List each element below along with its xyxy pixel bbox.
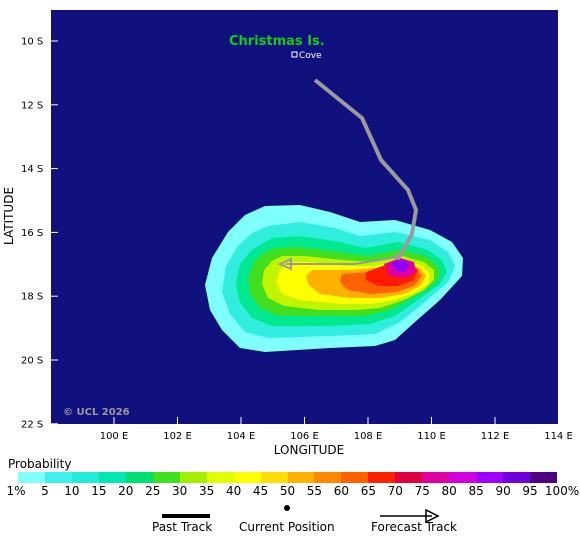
legend-tick-label: 35 xyxy=(199,484,215,498)
legend-tick-label: 30 xyxy=(172,484,188,498)
legend-color-swatch xyxy=(287,472,315,483)
copyright-label: © UCL 2026 xyxy=(63,407,130,418)
legend-past-track-label: Past Track xyxy=(152,520,213,534)
legend-tick-label: 5 xyxy=(41,484,49,498)
legend-color-swatch xyxy=(314,472,342,483)
lat-tick-label: 22 S xyxy=(21,419,43,430)
swath-band-11 xyxy=(392,260,410,272)
legend-color-swatch xyxy=(71,472,99,483)
legend-color-swatch xyxy=(152,472,180,483)
legend-tick-label: 65 xyxy=(360,484,376,498)
x-axis-title: LONGITUDE xyxy=(274,443,344,457)
lat-tick-label: 16 S xyxy=(21,228,43,239)
legend-color-swatch xyxy=(449,472,477,483)
legend-color-swatch xyxy=(206,472,234,483)
legend-tick-label: 100% xyxy=(544,484,580,498)
lon-tick-label: 100 E xyxy=(100,431,129,442)
probability-swath xyxy=(205,205,463,352)
past-track-line xyxy=(313,78,418,257)
legend-tick-label: 80 xyxy=(441,484,457,498)
town-marker-icon xyxy=(291,51,298,58)
legend-color-swatch xyxy=(260,472,288,483)
forecast-track-line xyxy=(286,256,399,265)
legend-title: Probability xyxy=(8,457,72,471)
lat-tick-label: 20 S xyxy=(21,356,43,367)
legend-tick-label: 60 xyxy=(333,484,350,498)
legend-color-bar xyxy=(18,472,558,483)
lon-tick-label: 114 E xyxy=(544,431,573,442)
legend-color-swatch xyxy=(476,472,504,483)
legend-tick-label: 90 xyxy=(495,484,511,498)
legend-color-swatch xyxy=(341,472,369,483)
forecast-arrowhead xyxy=(277,257,292,271)
x-axis: 100 E 102 E 104 E 106 E 108 E 110 E 112 E 114 E… xyxy=(100,417,573,457)
legend-tick-label: 40 xyxy=(225,484,242,498)
legend-color-swatch xyxy=(44,472,72,483)
legend-color-swatch xyxy=(98,472,126,483)
legend-current-position-label: Current Position xyxy=(239,520,335,534)
legend-forecast-track-label: Forecast Track xyxy=(371,520,457,534)
legend-tick-label: 20 xyxy=(118,484,134,498)
legend-current-position-dot xyxy=(284,505,290,511)
lon-tick-label: 110 E xyxy=(417,431,446,442)
lat-tick-label: 10 S xyxy=(21,37,43,48)
legend-forecast-arrow-icon xyxy=(425,508,440,524)
legend-tick-label: 1% xyxy=(6,484,26,498)
lon-tick-label: 112 E xyxy=(481,431,510,442)
lat-tick-label: 14 S xyxy=(21,164,43,175)
lat-tick-label: 12 S xyxy=(21,100,43,111)
lon-tick-label: 106 E xyxy=(290,431,319,442)
legend-tick-label: 10 xyxy=(64,484,80,498)
legend-labels: 1% 5 10 15 20 25 30 35 40 45 50 55 60 65 70 75 80 85 90 95 1… xyxy=(0,484,580,500)
legend-tick-label: 75 xyxy=(414,484,430,498)
legend-color-swatch xyxy=(18,472,45,483)
y-axis-title: LATITUDE xyxy=(2,187,16,245)
legend-tick-label: 15 xyxy=(91,484,107,498)
legend-color-swatch xyxy=(530,472,558,483)
legend-tick-label: 85 xyxy=(468,484,484,498)
place-title-christmas-island: Christmas Is. xyxy=(229,34,325,49)
legend-color-swatch xyxy=(422,472,450,483)
legend-color-swatch xyxy=(125,472,153,483)
legend-color-swatch xyxy=(503,472,531,483)
legend-tick-label: 25 xyxy=(145,484,161,498)
place-label-cove: Cove xyxy=(299,51,322,61)
legend-color-swatch xyxy=(368,472,396,483)
legend-tick-label: 55 xyxy=(306,484,323,498)
legend-color-swatch xyxy=(395,472,423,483)
lat-tick-label: 18 S xyxy=(21,292,43,303)
legend-color-swatch xyxy=(179,472,207,483)
legend-color-swatch xyxy=(233,472,261,483)
legend-tick-label: 70 xyxy=(387,484,403,498)
legend-tick-label: 45 xyxy=(252,484,269,498)
lon-tick-label: 108 E xyxy=(354,431,383,442)
lon-tick-label: 102 E xyxy=(163,431,192,442)
y-axis: 10 S 12 S 14 S 16 S 18 S 20 S 22 S LATITUDE xyxy=(2,37,58,430)
lon-tick-label: 104 E xyxy=(227,431,256,442)
legend-tick-label: 50 xyxy=(279,484,296,498)
legend-tick-label: 95 xyxy=(522,484,538,498)
